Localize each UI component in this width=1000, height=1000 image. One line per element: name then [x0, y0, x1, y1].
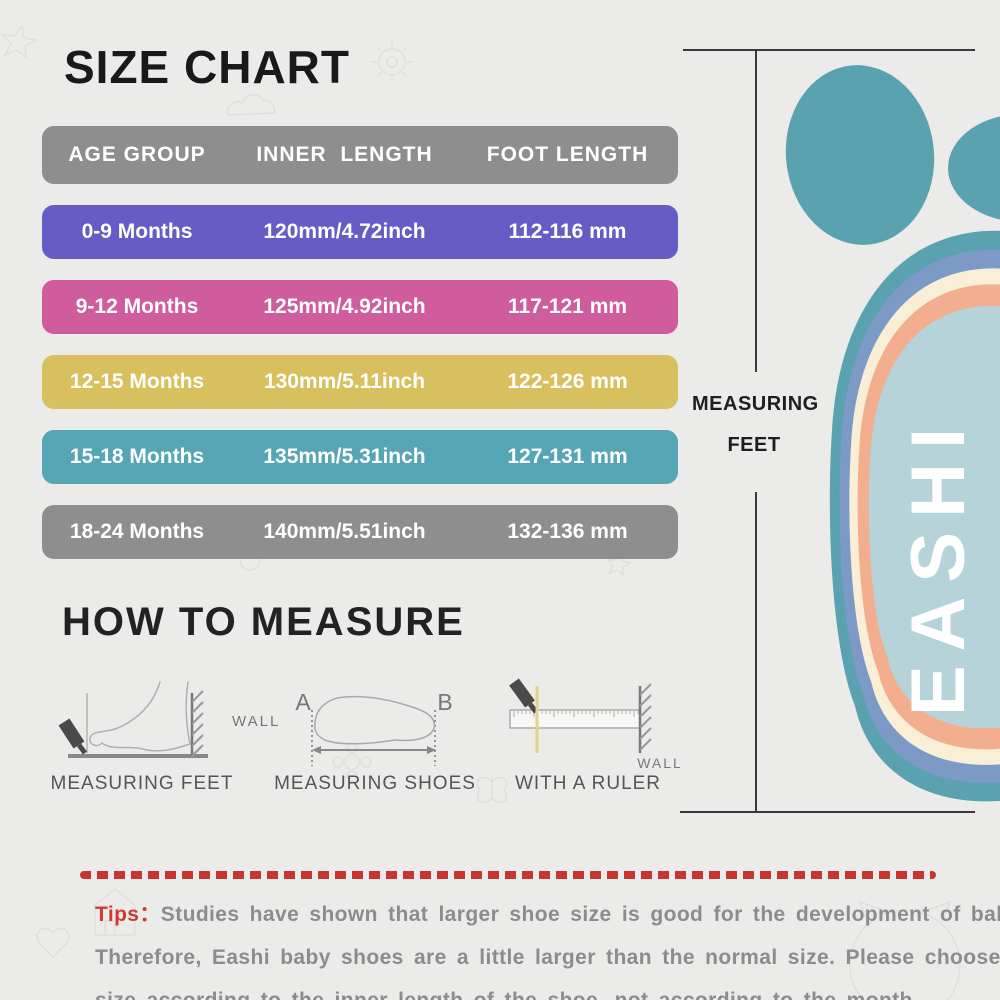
foot-measure-graphic: EASHI: [680, 49, 1000, 813]
brand-vertical-text: EASHI: [896, 414, 981, 716]
tips-line-1-text: Studies have shown that larger shoe size…: [160, 903, 1000, 926]
dimension-lines: [680, 49, 975, 813]
shoe-sole-icon: [314, 695, 436, 745]
how-to-measure-title: HOW TO MEASURE: [62, 600, 465, 644]
diagram-caption-ruler: WITH A RULER: [515, 773, 661, 794]
cell-foot: 112-116 mm: [508, 220, 627, 243]
foot-outline-icon: [89, 681, 191, 752]
table-row: 18-24 Months 140mm/5.51inch 132-136 mm: [42, 505, 678, 559]
tips-line-3: size according to the inner length of th…: [95, 979, 960, 1000]
dimension-label-line2: FEET: [727, 434, 781, 456]
tips-line-1: Tips：Studies have shown that larger shoe…: [95, 893, 1000, 936]
cell-inner: 120mm/4.72inch: [263, 220, 426, 243]
tips-divider: [80, 871, 936, 879]
table-header-row: AGE GROUP INNER LENGTH FOOT LENGTH: [42, 126, 678, 184]
table-row: 0-9 Months 120mm/4.72inch 112-116 mm: [42, 205, 678, 259]
foot-body-rings: [829, 230, 1000, 802]
cell-foot: 117-121 mm: [507, 295, 628, 318]
table-row: 9-12 Months 125mm/4.92inch 117-121 mm: [42, 280, 678, 334]
foot-toe-shapes: [785, 65, 1000, 245]
dimension-label: MEASURING FEET: [692, 393, 819, 457]
header-cell-age-group: AGE GROUP: [68, 143, 206, 166]
tips-label: Tips：: [95, 903, 161, 926]
cell-foot: 132-136 mm: [507, 520, 628, 543]
diagram-measuring-feet: WALL MEASURING FEET: [51, 681, 280, 794]
double-arrow-icon: [312, 746, 436, 754]
cell-foot: 122-126 mm: [507, 370, 628, 393]
cell-inner: 130mm/5.11inch: [263, 370, 426, 393]
diagram-caption-feet: MEASURING FEET: [51, 773, 234, 794]
cell-inner: 135mm/5.31inch: [263, 445, 426, 468]
wall-label: WALL: [637, 755, 680, 771]
cell-age: 9-12 Months: [75, 295, 199, 318]
diagram-caption-shoes: MEASURING SHOES: [274, 773, 476, 794]
size-table: AGE GROUP INNER LENGTH FOOT LENGTH 0-9 M…: [42, 126, 678, 580]
cell-age: 15-18 Months: [69, 445, 205, 468]
tips-text: Tips：Studies have shown that larger shoe…: [95, 893, 1000, 1000]
cell-age: 12-15 Months: [69, 370, 205, 393]
tips-line-2: Therefore, Eashi baby shoes are a little…: [95, 946, 1000, 969]
point-a-label: A: [295, 689, 311, 715]
ruler-icon: [509, 709, 641, 729]
wall-label: WALL: [232, 713, 280, 730]
pencil-icon: [58, 718, 87, 755]
pencil-icon: [509, 678, 538, 714]
page-title: SIZE CHART: [64, 41, 350, 93]
how-to-measure-diagrams: WALL MEASURING FEET A B MEASURING SHOES: [51, 678, 680, 794]
cell-age: 0-9 Months: [81, 220, 193, 243]
point-b-label: B: [437, 689, 452, 715]
cell-foot: 127-131 mm: [507, 445, 628, 468]
table-row: 15-18 Months 135mm/5.31inch 127-131 mm: [42, 430, 678, 484]
header-cell-foot-length: FOOT LENGTH: [486, 143, 649, 166]
wall-hatch-icon: [190, 690, 204, 757]
cell-age: 18-24 Months: [69, 520, 205, 543]
header-cell-inner-length: INNER LENGTH: [256, 143, 433, 166]
diagram-measuring-shoes: A B MEASURING SHOES: [274, 689, 476, 794]
table-row: 12-15 Months 130mm/5.11inch 122-126 mm: [42, 355, 678, 409]
cell-inner: 125mm/4.92inch: [263, 295, 426, 318]
dimension-label-line1: MEASURING: [692, 393, 819, 415]
diagram-with-a-ruler: WALL WITH A RULER: [509, 678, 680, 794]
cell-inner: 140mm/5.51inch: [263, 520, 426, 543]
wall-hatch-icon: [638, 683, 652, 753]
